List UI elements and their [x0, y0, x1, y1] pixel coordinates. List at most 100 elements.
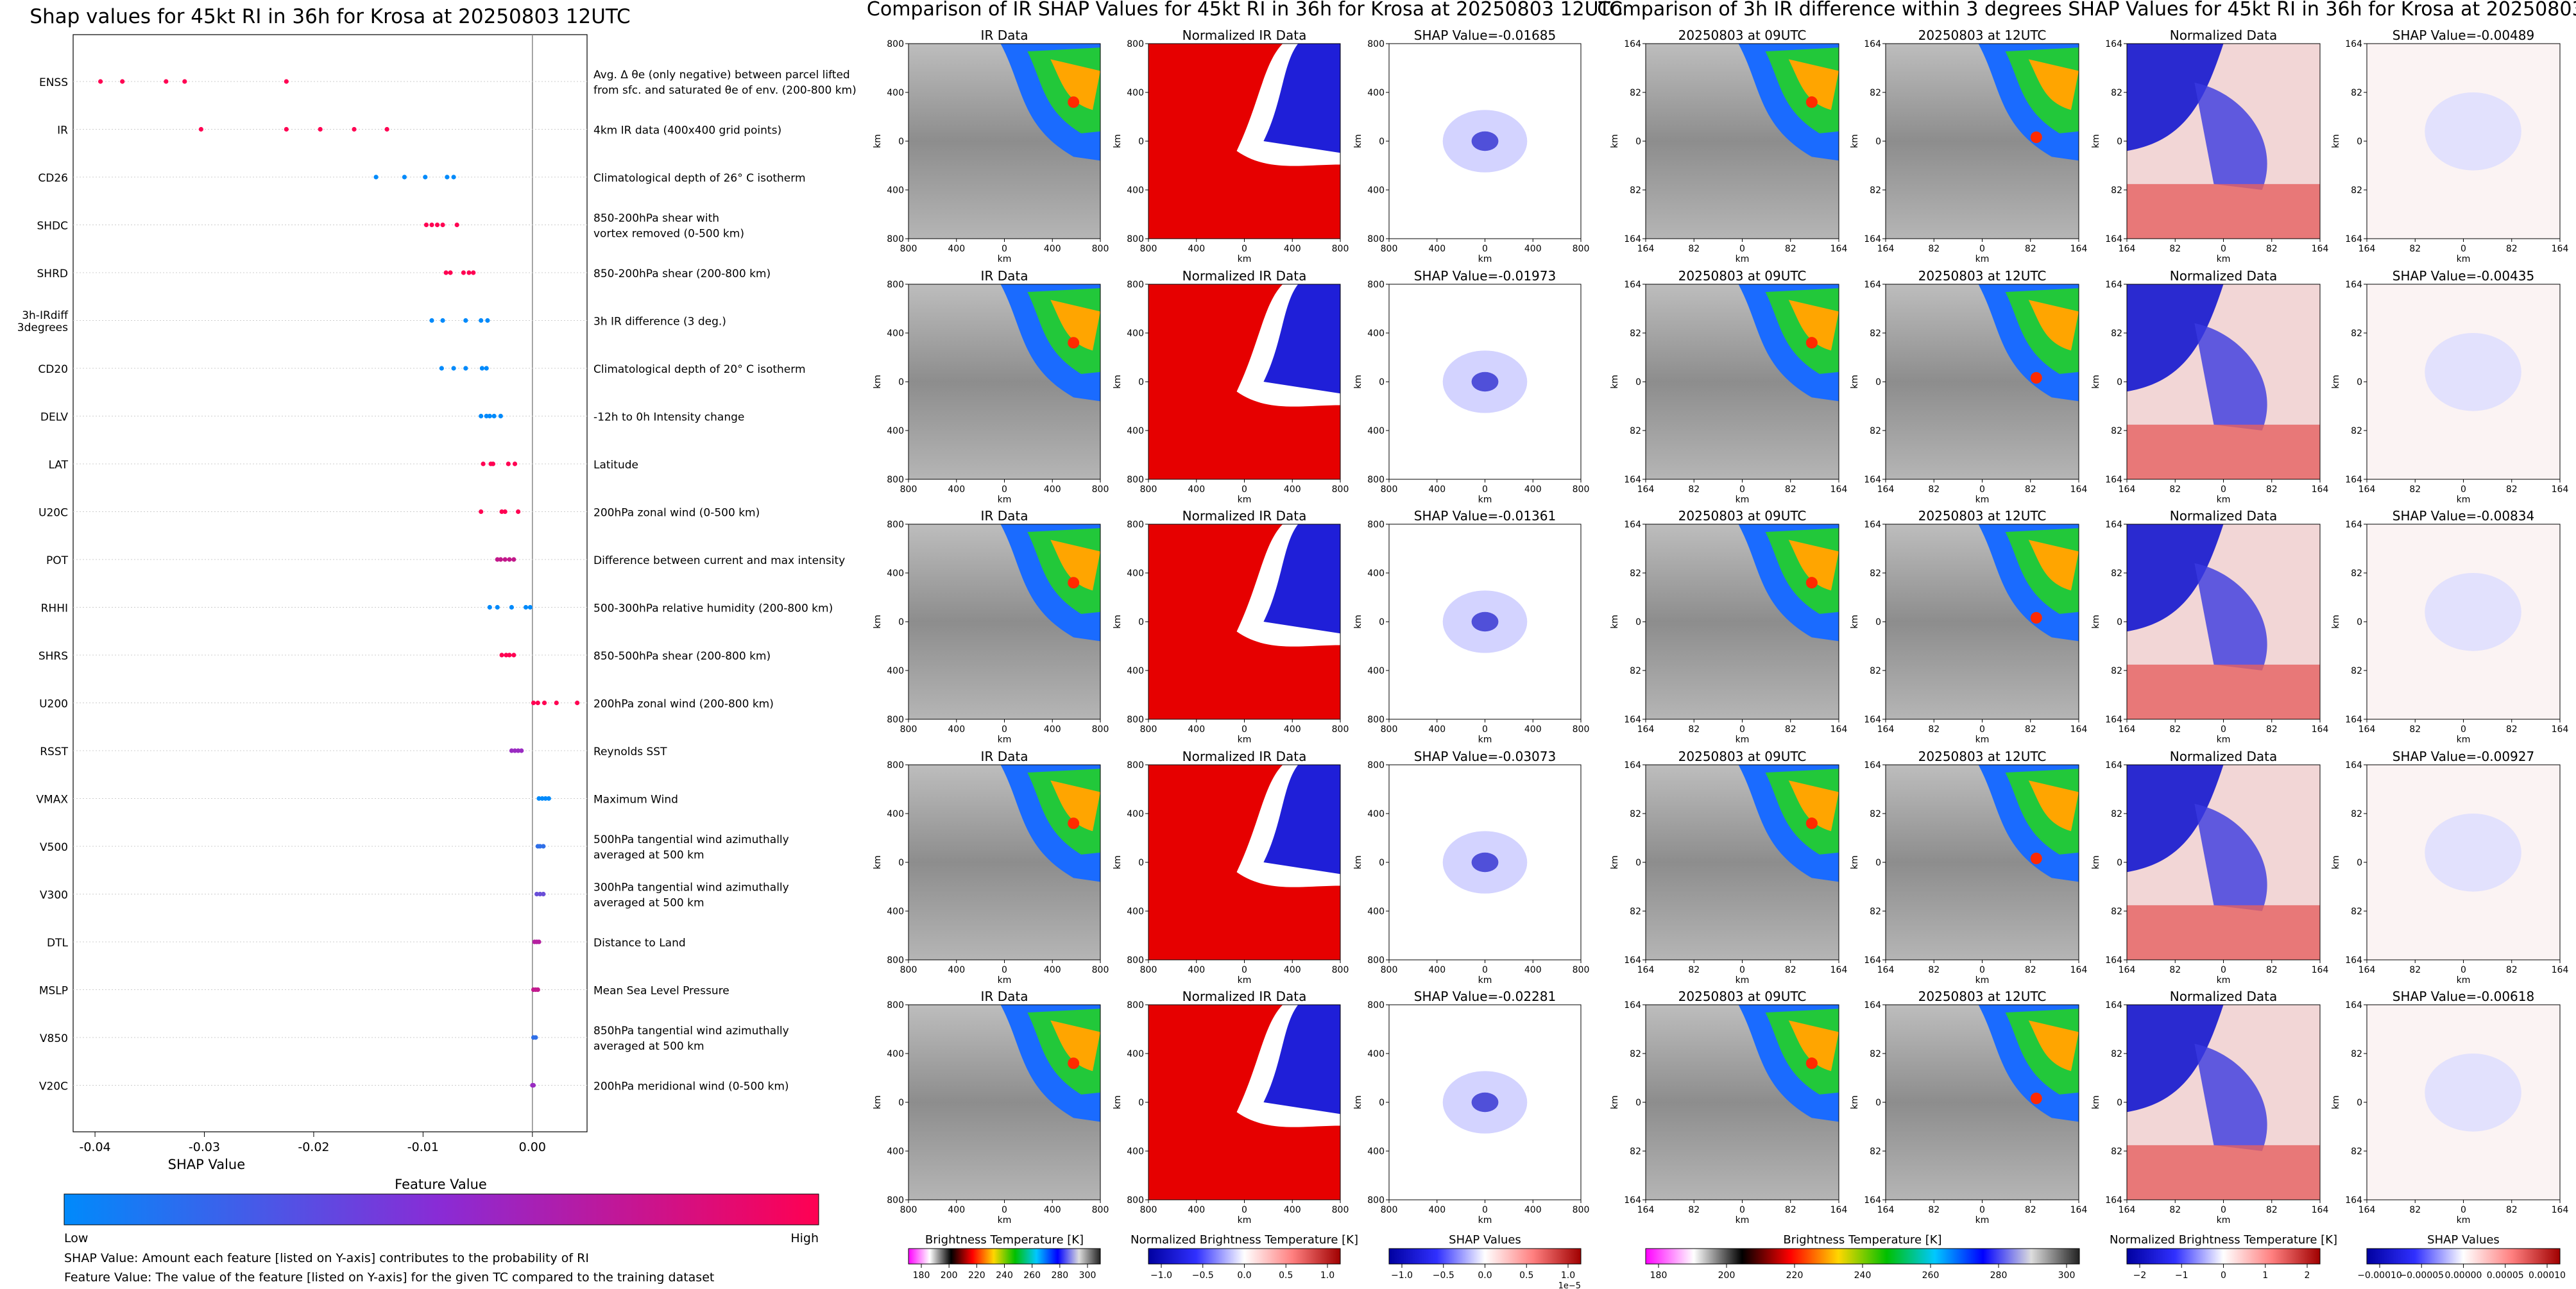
feature-label: CD20	[38, 363, 68, 376]
y-tick-label: 400	[887, 809, 904, 819]
x-tick-label: 0	[2221, 244, 2226, 254]
y-tick-label: 164	[1864, 234, 1881, 244]
shap-diff-blob	[2425, 814, 2521, 892]
feature-description: averaged at 500 km	[593, 1040, 704, 1053]
y-axis-label: km	[873, 1095, 883, 1109]
colorbar-tick-label: 1	[2262, 1270, 2268, 1281]
y-tick-label: 800	[1367, 39, 1385, 49]
x-tick-label: 0	[1002, 244, 1007, 254]
x-tick-label: 164	[1877, 244, 1895, 254]
normalized-cold-cloud	[1263, 44, 1340, 153]
feature-description: 500hPa tangential wind azimuthally	[593, 833, 789, 846]
x-tick-label: 82	[2266, 965, 2278, 975]
y-tick-label: 82	[1630, 666, 1641, 676]
y-tick-label: 82	[2351, 88, 2362, 98]
x-tick-label: 800	[1381, 244, 1398, 254]
storm-center	[1805, 96, 1818, 108]
y-tick-label: 82	[2351, 426, 2362, 436]
y-tick-label: 800	[1127, 760, 1144, 771]
x-tick-label: 0	[1482, 1205, 1488, 1215]
x-tick-label: 164	[2552, 965, 2569, 975]
y-tick-label: 800	[887, 280, 904, 290]
shap-point	[495, 557, 500, 562]
y-tick-label: 400	[1367, 1147, 1385, 1157]
image-title: 20250803 at 12UTC	[1918, 268, 2047, 284]
shap-diff-blob	[2425, 333, 2521, 411]
ir-panel-image	[1388, 764, 1582, 960]
shap-point	[507, 557, 512, 562]
shap-point	[516, 748, 521, 753]
shap-value-title: SHAP Value=-0.00834	[2393, 508, 2534, 524]
cloud-shield-core	[1050, 1020, 1100, 1071]
y-tick-label: 164	[1864, 955, 1881, 966]
y-tick-label: 82	[2351, 809, 2362, 819]
x-tick-label: 82	[1688, 724, 1700, 735]
diff-panel-image	[1885, 524, 2079, 720]
x-axis-label: km	[2217, 975, 2231, 986]
y-axis-label: km	[873, 615, 883, 629]
x-axis-label: km	[1238, 975, 1252, 986]
shap-point	[538, 891, 543, 897]
feature-description: averaged at 500 km	[593, 849, 704, 862]
diff-panel-image	[1645, 43, 1839, 239]
storm-center	[2030, 852, 2042, 864]
x-tick-label: 164	[2070, 724, 2088, 735]
shap-point	[440, 222, 445, 228]
x-tick-label: 800	[1092, 965, 1109, 975]
x-tick-label: 800	[900, 244, 917, 254]
colorbar-high-label: High	[790, 1231, 819, 1245]
colorbar	[1388, 1248, 1582, 1265]
y-tick-label: 82	[2111, 1147, 2122, 1157]
feature-label: RHHI	[41, 602, 68, 615]
x-tick-label: 164	[1637, 965, 1655, 975]
x-tick-label: 400	[1524, 965, 1542, 975]
x-tick-label: 800	[1332, 724, 1349, 735]
y-tick-label: 400	[887, 1049, 904, 1059]
x-tick-label: 400	[1284, 244, 1301, 254]
y-tick-label: 800	[887, 1195, 904, 1206]
x-tick-label: 82	[2025, 484, 2036, 495]
x-tick-label: 164	[2358, 1205, 2376, 1215]
y-tick-label: 164	[1624, 475, 1641, 485]
feature-description: 850-500hPa shear (200-800 km)	[593, 650, 771, 663]
feature-description: Distance to Land	[593, 937, 686, 950]
y-tick-label: 82	[2111, 666, 2122, 676]
y-tick-label: 82	[2351, 185, 2362, 196]
shap-value-title: SHAP Value=-0.01361	[1414, 508, 1556, 524]
x-axis-label: km	[1736, 735, 1750, 745]
x-tick-label: 0	[1482, 484, 1488, 495]
x-tick-label: 164	[2070, 1205, 2088, 1215]
shap-point	[479, 509, 484, 515]
shap-point	[463, 318, 468, 323]
y-tick-label: 164	[2345, 715, 2362, 725]
normalized-warm-region	[2127, 424, 2320, 479]
shap-point	[541, 844, 546, 849]
colorbar-tick-label: 180	[1650, 1270, 1668, 1281]
x-tick-label: 164	[1830, 965, 1848, 975]
x-tick-label: 800	[1381, 724, 1398, 735]
colorbar-label: Brightness Temperature [K]	[1783, 1233, 1941, 1247]
y-tick-label: 0	[2117, 377, 2122, 388]
y-tick-label: 82	[1870, 88, 1881, 98]
note-feature-value: Feature Value: The value of the feature …	[64, 1270, 714, 1285]
y-tick-label: 400	[887, 907, 904, 917]
feature-description: 200hPa zonal wind (0-500 km)	[593, 507, 760, 520]
shap-point	[429, 222, 434, 228]
shap-point	[461, 270, 466, 275]
shap-core	[1471, 852, 1499, 873]
x-tick-label: 82	[1928, 1205, 1940, 1215]
x-axis-label: km	[1478, 254, 1492, 264]
x-tick-label: 82	[2409, 484, 2421, 495]
colorbar-tick-label: −1.0	[1391, 1270, 1413, 1281]
x-axis-label: km	[1736, 975, 1750, 986]
diff-panel-image	[1885, 1004, 2079, 1200]
x-tick-label: 800	[1381, 484, 1398, 495]
normalized-cold-region	[2127, 765, 2224, 873]
x-tick-label: 400	[1188, 724, 1205, 735]
y-tick-label: 164	[1624, 39, 1641, 49]
y-tick-label: 82	[2111, 907, 2122, 917]
x-tick-label: 82	[2409, 724, 2421, 735]
y-axis-label: km	[1610, 375, 1620, 389]
y-axis-label: km	[1850, 1095, 1860, 1109]
x-tick-label: 164	[2552, 1205, 2569, 1215]
